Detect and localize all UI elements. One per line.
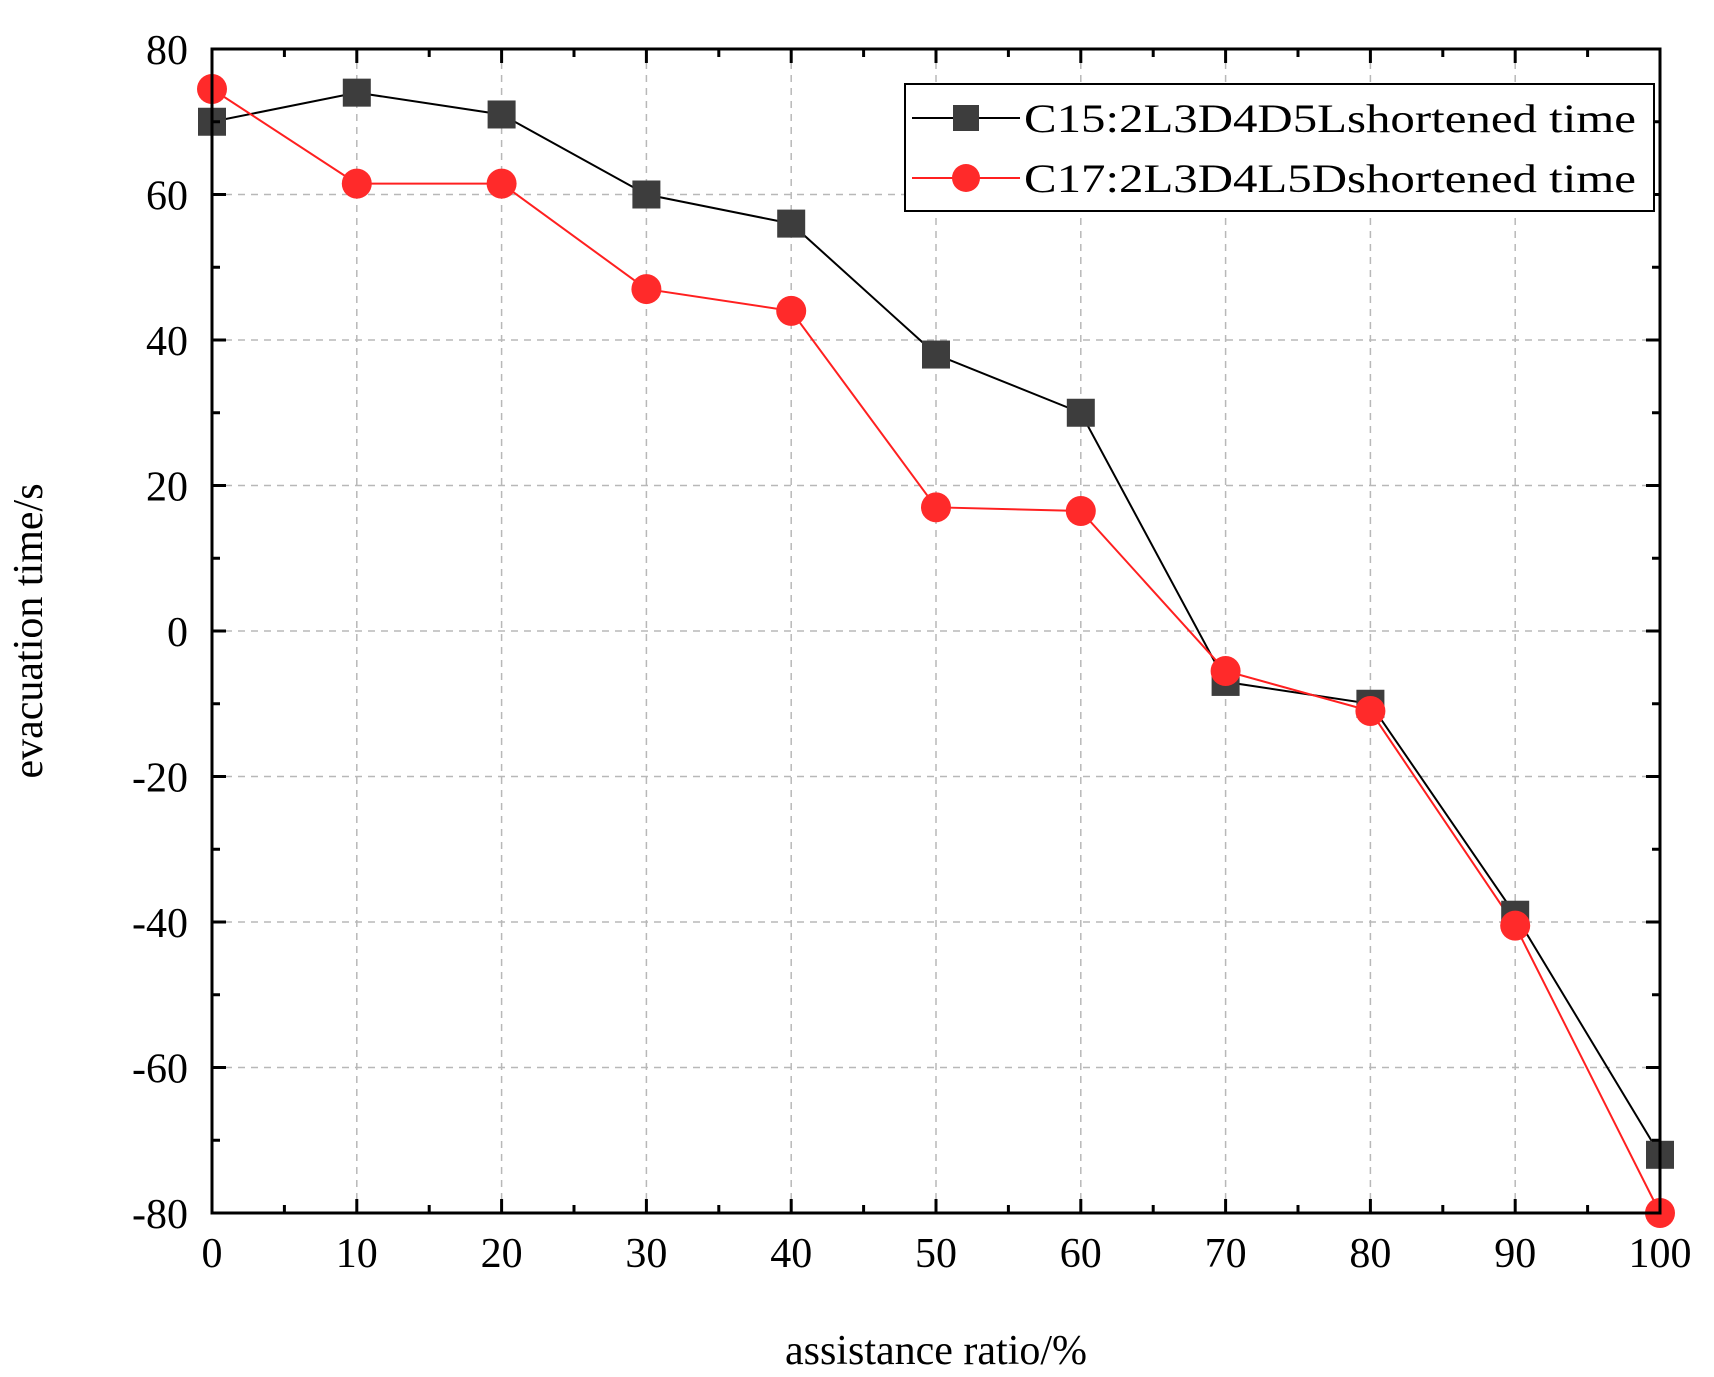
y-tick-label: 0 [167,610,188,656]
x-tick-label: 40 [770,1231,812,1277]
x-tick-label: 90 [1494,1231,1536,1277]
data-point-c17 [921,492,951,523]
y-tick-label: 80 [146,28,188,74]
y-tick-label: 40 [146,319,188,365]
data-point-c17 [341,168,372,199]
x-tick-label: 60 [1060,1231,1102,1277]
data-point-c15 [777,209,806,238]
tick-labels: 0 10 20 30 40 50 60 70 80 90 100 80 60 40 20 0 -20 -40 -60… [132,28,1692,1277]
axis-ticks [210,47,1662,1215]
data-point-c15 [342,78,371,107]
legend-marker-c15 [953,105,979,131]
x-tick-label: 0 [202,1231,223,1277]
data-point-c15 [922,340,950,369]
x-tick-label: 10 [336,1231,378,1277]
data-point-c17 [1500,910,1531,941]
x-tick-label: 70 [1205,1231,1247,1277]
data-point-c17 [1065,495,1096,526]
data-point-c15 [1066,398,1095,427]
data-point-c17 [486,168,517,199]
y-tick-label: -80 [132,1192,188,1238]
x-axis-title: assistance ratio/% [785,1328,1087,1374]
data-point-c15 [487,100,516,129]
legend-label-c17: C17:2L3D4L5Dshortened time [1024,156,1636,201]
data-point-c17 [631,274,662,305]
data-point-c17 [1210,656,1241,687]
x-tick-label: 100 [1629,1231,1692,1277]
data-point-c17 [1355,696,1386,727]
series-layer [197,74,1675,1228]
legend-box [904,83,1655,212]
legend-label-c15: C15:2L3D4D5Lshortened time [1024,96,1636,141]
y-tick-label: 60 [146,174,188,220]
x-tick-label: 50 [915,1231,957,1277]
data-point-c17 [776,295,807,326]
legend-marker-c17 [952,164,980,192]
y-tick-label: -40 [132,901,188,947]
x-tick-label: 20 [481,1231,523,1277]
y-axis-title: evacuation time/s [6,483,52,778]
data-point-c15 [632,180,661,209]
y-tick-label: 20 [146,465,188,511]
y-tick-label: -60 [132,1047,188,1093]
legend: C15:2L3D4D5Lshortened time C17:2L3D4L5Ds… [904,83,1655,212]
grid-lines [212,49,1660,1213]
x-tick-label: 30 [625,1231,667,1277]
y-tick-label: -20 [132,756,188,802]
x-tick-label: 80 [1349,1231,1391,1277]
